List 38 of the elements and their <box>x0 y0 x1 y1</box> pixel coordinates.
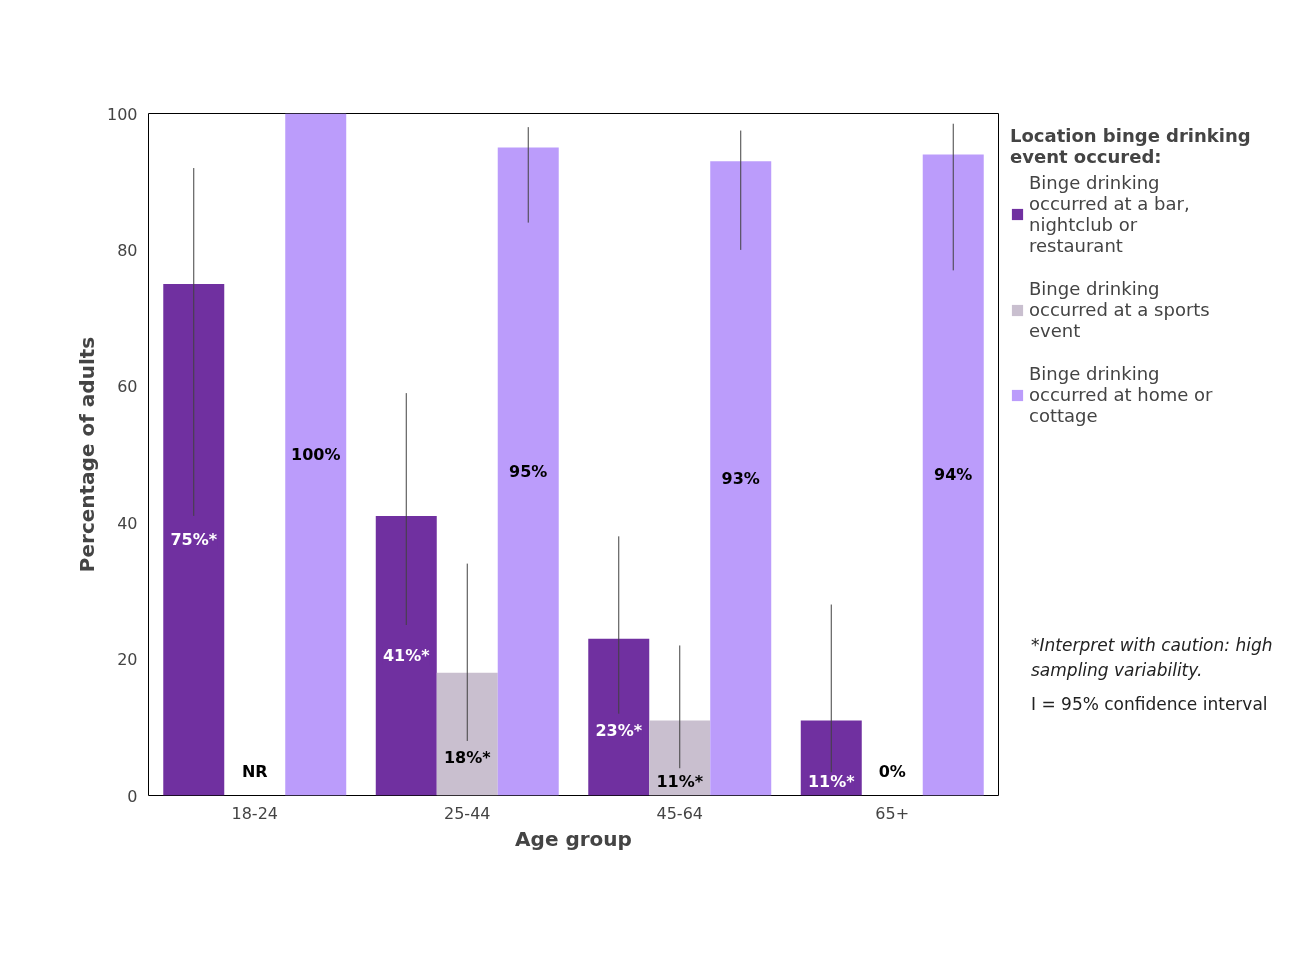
data-label: 23%* <box>595 721 643 741</box>
bar <box>588 638 650 796</box>
legend-label: Binge drinking occurred at home or cottage <box>1029 363 1213 426</box>
x-tick-label: 25-44 <box>444 803 491 823</box>
data-label: 100% <box>291 445 341 464</box>
y-tick-label: 100 <box>106 104 138 124</box>
x-tick-label: 45-64 <box>656 803 703 823</box>
y-tick-label: 60 <box>117 377 138 397</box>
data-label: 95% <box>509 462 548 482</box>
y-tick-label: 0 <box>127 786 138 806</box>
legend-label: Binge drinking occurred at a sports event <box>1029 278 1210 341</box>
data-label: 75%* <box>170 530 218 550</box>
bar <box>375 515 437 796</box>
bar <box>497 147 559 796</box>
bar <box>436 672 498 796</box>
x-axis-title: Age group <box>515 826 632 851</box>
bar <box>710 161 772 796</box>
data-label: 11%* <box>807 772 856 792</box>
data-label: 0% <box>878 762 906 782</box>
text: NR <box>241 762 268 782</box>
bar <box>163 284 225 796</box>
y-tick-label: 40 <box>117 513 138 533</box>
legend-label: Binge drinking occurred at a bar, nightclub or restaurant <box>1029 172 1190 256</box>
x-tick-label: 65+ <box>875 803 910 823</box>
y-tick-label: 20 <box>117 650 138 670</box>
data-label: 93% <box>721 468 760 488</box>
data-label: 94% <box>934 465 973 485</box>
bar <box>922 154 984 796</box>
y-axis-title: Percentage of adults <box>74 336 99 573</box>
data-label: 41%* <box>382 646 431 666</box>
legend-title: Location binge drinking event occured: <box>1010 125 1251 167</box>
data-label: 11%* <box>656 772 704 792</box>
x-tick-label: 18-24 <box>231 803 278 823</box>
text: *Interpret with caution: high sampling variability. <box>1031 634 1274 682</box>
bar <box>285 113 347 796</box>
text: I = 95% confidence interval <box>1031 693 1269 717</box>
y-tick-label: 80 <box>117 240 138 260</box>
data-label: 18%* <box>443 748 492 768</box>
